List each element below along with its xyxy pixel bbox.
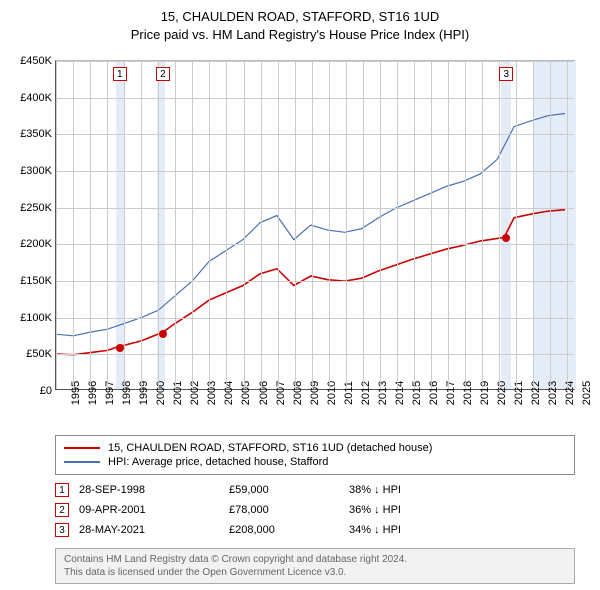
sale-row-date: 28-MAY-2021 (79, 524, 229, 536)
sale-row-delta: 38% ↓ HPI (349, 484, 469, 496)
chart-container: 15, CHAULDEN ROAD, STAFFORD, ST16 1UD Pr… (0, 0, 600, 590)
sale-row-delta: 36% ↓ HPI (349, 504, 469, 516)
y-axis-label: £0 (40, 385, 52, 397)
x-axis-label: 2025 (567, 381, 593, 405)
y-axis-label: £350K (20, 128, 52, 140)
sale-row-price: £78,000 (229, 504, 349, 516)
attribution-footer: Contains HM Land Registry data © Crown c… (55, 548, 575, 584)
sale-dot (116, 344, 124, 352)
y-axis-label: £50K (26, 348, 52, 360)
y-axis-label: £200K (20, 238, 52, 250)
title-line-1: 15, CHAULDEN ROAD, STAFFORD, ST16 1UD (0, 8, 600, 26)
legend-row-hpi: HPI: Average price, detached house, Staf… (64, 456, 566, 468)
legend-label-hpi: HPI: Average price, detached house, Staf… (108, 456, 328, 468)
y-axis-label: £150K (20, 275, 52, 287)
title-block: 15, CHAULDEN ROAD, STAFFORD, ST16 1UD Pr… (0, 0, 600, 43)
y-axis-label: £450K (20, 55, 52, 67)
sale-row-marker: 3 (55, 523, 69, 537)
footer-line-2: This data is licensed under the Open Gov… (64, 566, 566, 579)
title-line-2: Price paid vs. HM Land Registry's House … (0, 26, 600, 44)
sale-row-date: 09-APR-2001 (79, 504, 229, 516)
footer-line-1: Contains HM Land Registry data © Crown c… (64, 553, 566, 566)
sale-row-marker: 1 (55, 483, 69, 497)
sale-marker-3: 3 (499, 67, 513, 81)
sale-row: 3 28-MAY-2021£208,00034% ↓ HPI (55, 520, 575, 540)
legend-label-property: 15, CHAULDEN ROAD, STAFFORD, ST16 1UD (d… (108, 442, 432, 454)
sale-dot (159, 330, 167, 338)
y-axis-label: £100K (20, 312, 52, 324)
sale-row-marker: 2 (55, 503, 69, 517)
sale-row-price: £59,000 (229, 484, 349, 496)
sale-marker-2: 2 (156, 67, 170, 81)
legend-swatch-property (64, 447, 100, 449)
sale-row: 1 28-SEP-1998£59,00038% ↓ HPI (55, 480, 575, 500)
sale-dot (502, 234, 510, 242)
sale-row-price: £208,000 (229, 524, 349, 536)
legend-row-property: 15, CHAULDEN ROAD, STAFFORD, ST16 1UD (d… (64, 442, 566, 454)
sale-row-delta: 34% ↓ HPI (349, 524, 469, 536)
y-axis-label: £300K (20, 165, 52, 177)
plot-area: £0£50K£100K£150K£200K£250K£300K£350K£400… (55, 60, 575, 390)
legend-swatch-hpi (64, 461, 100, 463)
sale-row-date: 28-SEP-1998 (79, 484, 229, 496)
sale-table: 1 28-SEP-1998£59,00038% ↓ HPI 2 09-APR-2001… (55, 480, 575, 540)
y-axis-label: £400K (20, 92, 52, 104)
sale-marker-1: 1 (113, 67, 127, 81)
sale-row: 2 09-APR-2001£78,00036% ↓ HPI (55, 500, 575, 520)
line-layer (56, 61, 574, 389)
legend-box: 15, CHAULDEN ROAD, STAFFORD, ST16 1UD (d… (55, 435, 575, 475)
y-axis-label: £250K (20, 202, 52, 214)
